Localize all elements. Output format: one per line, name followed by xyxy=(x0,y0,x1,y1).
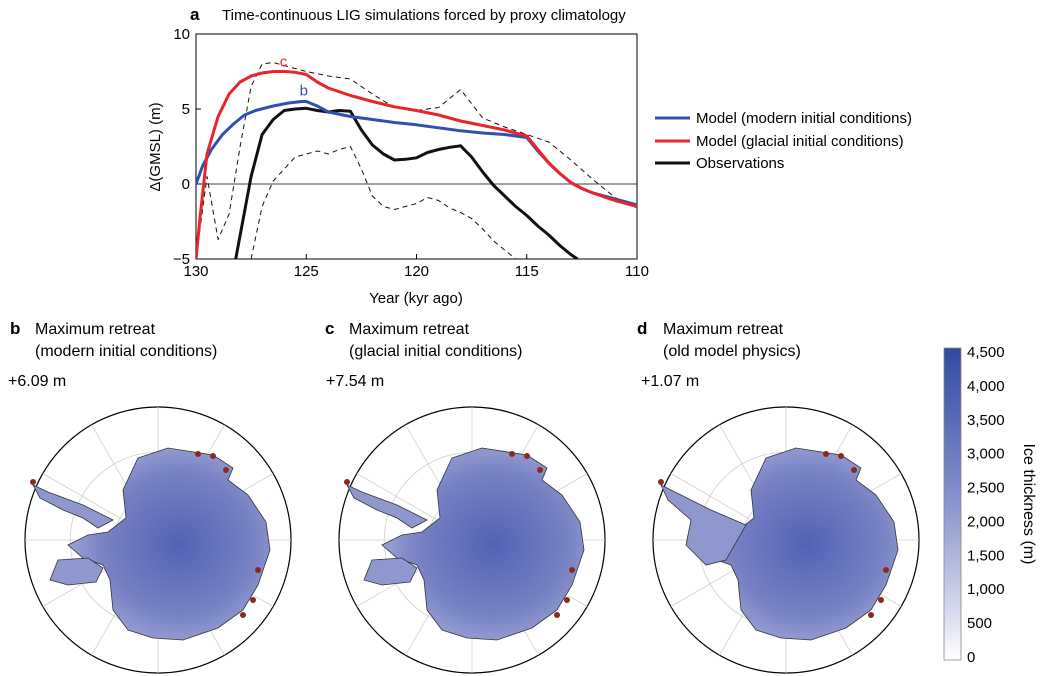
x-tick-label: 110 xyxy=(625,263,649,280)
panel-c-subtitle: (glacial initial conditions) xyxy=(349,343,522,360)
ice-sheet-area xyxy=(67,447,271,641)
panel-b-value: +6.09 m xyxy=(8,373,66,390)
y-tick-label: 5 xyxy=(182,101,190,118)
retreat-marker xyxy=(195,451,201,457)
retreat-marker xyxy=(878,597,884,603)
retreat-marker xyxy=(823,451,829,457)
y-tick-label: −5 xyxy=(173,251,190,268)
retreat-marker xyxy=(240,612,246,618)
colorbar-tick-label: 3,500 xyxy=(967,412,1005,429)
colorbar-tick-label: 1,000 xyxy=(967,581,1005,598)
map-panel-c: c Maximum retreat (glacial initial condi… xyxy=(325,319,606,674)
west-antarctic-remnant xyxy=(363,557,418,586)
retreat-marker xyxy=(537,467,543,473)
colorbar-tick-label: 4,000 xyxy=(967,378,1005,395)
west-antarctic-remnant xyxy=(49,557,104,586)
x-tick-label: 115 xyxy=(515,263,539,280)
peninsula-ice xyxy=(32,484,114,529)
panel-b-title: Maximum retreat xyxy=(35,321,156,338)
colorbar-tick-label: 0 xyxy=(967,649,975,666)
x-axis-label: Year (kyr ago) xyxy=(369,290,463,307)
panel-d-letter: d xyxy=(637,319,647,338)
panel-d-title: Maximum retreat xyxy=(663,321,784,338)
panel-c-value: +7.54 m xyxy=(326,373,384,390)
map-panel-d: d Maximum retreat (old model physics) +1… xyxy=(637,319,920,674)
colorbar-tick-label: 1,500 xyxy=(967,547,1005,564)
retreat-marker xyxy=(250,597,256,603)
panel-c-title: Maximum retreat xyxy=(349,321,470,338)
panel-a-title: Time-continuous LIG simulations forced b… xyxy=(222,7,626,24)
retreat-marker xyxy=(569,567,575,573)
y-tick-label: 10 xyxy=(173,26,190,43)
map-panel-b: b Maximum retreat (modern initial condit… xyxy=(8,319,292,674)
x-axis-ticks: 130 125 120 115 110 xyxy=(183,254,649,280)
retreat-marker xyxy=(344,479,350,485)
peninsula-ice xyxy=(346,484,428,529)
observation-bound-line xyxy=(196,62,637,259)
panel-d-value: +1.07 m xyxy=(641,373,699,390)
retreat-marker xyxy=(564,597,570,603)
panel-a-letter: a xyxy=(190,5,200,24)
panel-c-letter: c xyxy=(325,319,334,338)
colorbar-tick-label: 500 xyxy=(967,615,992,632)
retreat-marker xyxy=(883,567,889,573)
peninsula-ice xyxy=(660,484,747,566)
retreat-marker xyxy=(554,612,560,618)
colorbar-tick-label: 2,500 xyxy=(967,480,1005,497)
legend-label-observations: Observations xyxy=(696,155,784,172)
retreat-marker xyxy=(255,567,261,573)
retreat-marker xyxy=(524,453,530,459)
series-line-2 xyxy=(234,106,579,259)
retreat-marker xyxy=(509,451,515,457)
series-line-0 xyxy=(196,100,637,207)
x-tick-label: 130 xyxy=(183,263,208,280)
series-group xyxy=(196,62,637,259)
panel-b-letter: b xyxy=(10,319,20,338)
retreat-marker xyxy=(223,467,229,473)
observation-bound-line xyxy=(250,146,517,259)
legend-label-glacial: Model (glacial initial conditions) xyxy=(696,133,904,150)
panel-d-subtitle: (old model physics) xyxy=(663,343,801,360)
series-b-annotation: b xyxy=(300,83,308,100)
retreat-marker xyxy=(658,479,664,485)
plot-frame xyxy=(195,33,638,260)
colorbar-tick-label: 4,500 xyxy=(967,344,1005,361)
x-tick-label: 125 xyxy=(294,263,319,280)
y-axis-ticks: −5 0 5 10 xyxy=(173,26,201,268)
colorbar-gradient xyxy=(943,347,962,661)
ice-sheet-area xyxy=(381,447,585,641)
y-tick-label: 0 xyxy=(182,176,190,193)
retreat-marker xyxy=(851,467,857,473)
colorbar-tick-label: 2,000 xyxy=(967,513,1005,530)
colorbar-label: Ice thickness (m) xyxy=(1020,444,1037,565)
series-line-1 xyxy=(196,70,637,259)
retreat-marker xyxy=(838,453,844,459)
x-tick-label: 120 xyxy=(404,263,429,280)
colorbar-ticks: 4,500 4,000 3,500 3,000 2,500 2,000 1,500 1,000… xyxy=(967,344,1005,666)
retreat-marker xyxy=(868,612,874,618)
retreat-marker xyxy=(30,479,36,485)
y-axis-label: Δ(GMSL) (m) xyxy=(147,102,164,191)
panel-b-subtitle: (modern initial conditions) xyxy=(35,343,217,360)
colorbar-tick-label: 3,000 xyxy=(967,446,1005,463)
legend-label-modern: Model (modern initial conditions) xyxy=(696,110,912,127)
colorbar: 4,500 4,000 3,500 3,000 2,500 2,000 1,500 1,000… xyxy=(943,344,1037,666)
series-c-annotation: c xyxy=(280,53,288,70)
legend: Model (modern initial conditions) Model … xyxy=(655,110,912,172)
retreat-marker xyxy=(210,453,216,459)
